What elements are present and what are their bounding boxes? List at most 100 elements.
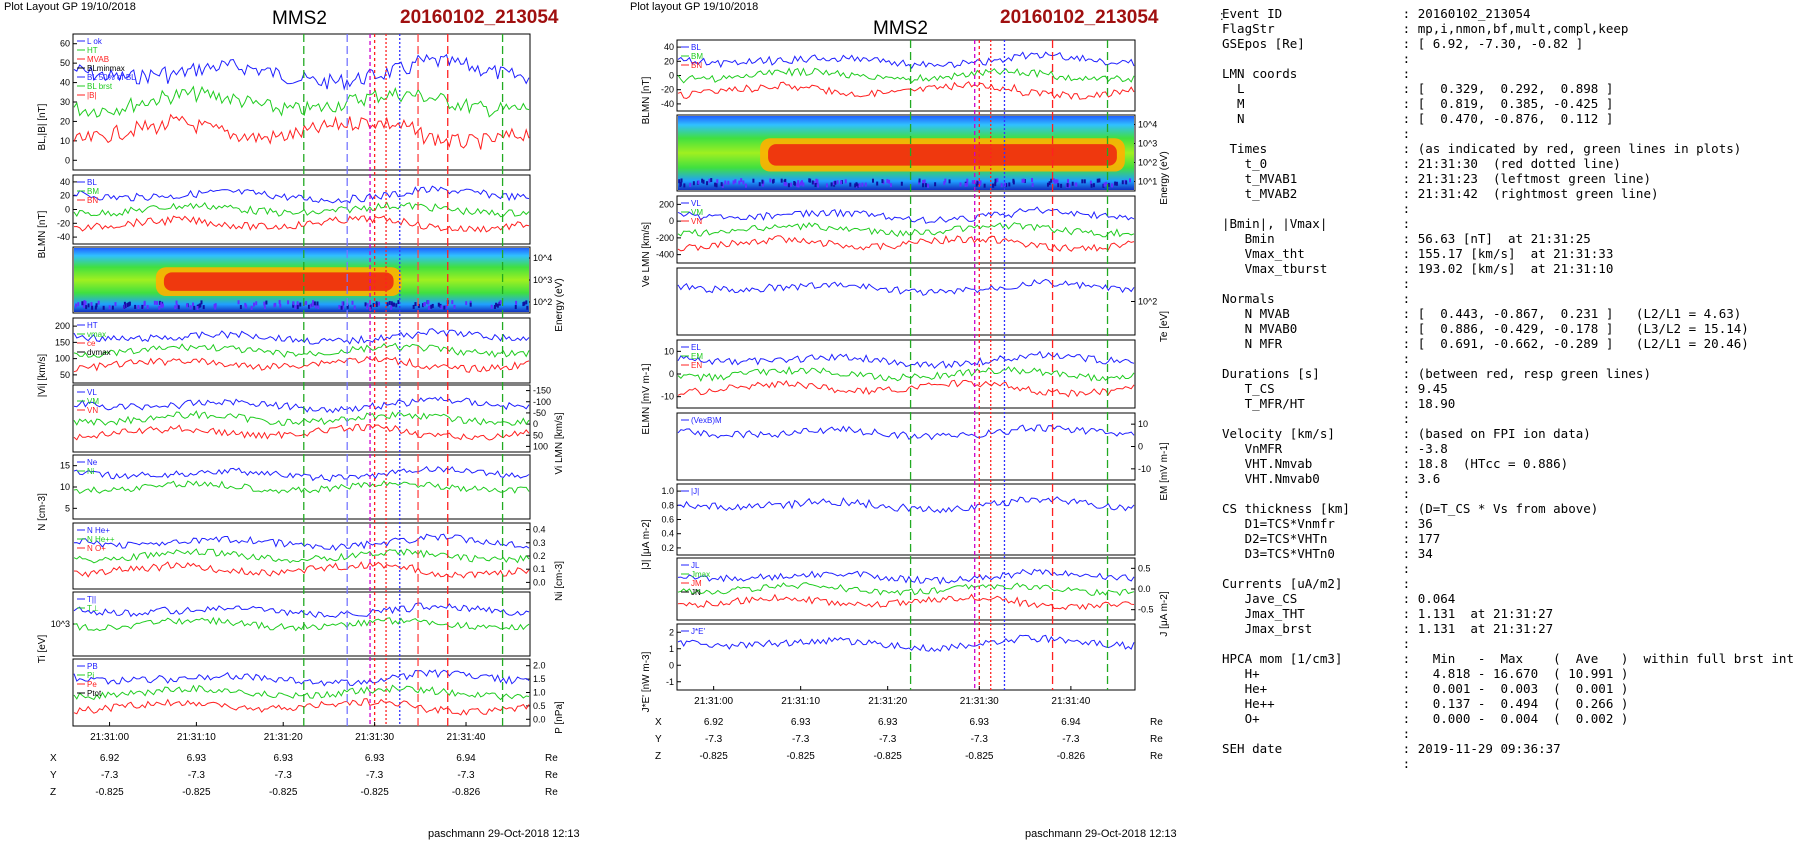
spectrogram-speckle xyxy=(469,302,472,307)
legend-label: Jmax xyxy=(691,570,710,579)
spectrogram-speckle xyxy=(445,304,448,309)
spectrogram-speckle xyxy=(780,178,783,183)
info-row: T_MFR/HT : 18.90 xyxy=(1222,396,1802,411)
spectrogram-speckle xyxy=(340,305,343,310)
info-value: [ 0.443, -0.867, 0.231 ] (L2/L1 = 4.63) xyxy=(1417,306,1742,321)
info-key: D2=TCS*VHTn xyxy=(1222,531,1403,546)
info-row: He+ : 0.001 - 0.003 ( 0.001 ) xyxy=(1222,681,1802,696)
spectrogram-speckle xyxy=(1103,182,1106,187)
info-key: H+ xyxy=(1222,666,1403,681)
x-tick-label: 21:31:00 xyxy=(90,732,129,743)
info-value: 1.131 at 21:31:27 xyxy=(1417,621,1554,636)
info-key xyxy=(1222,201,1403,216)
info-row: t_0 : 21:31:30 (red dotted line) xyxy=(1222,156,1802,171)
center-event-title: 20160102_213054 xyxy=(1000,7,1159,28)
panel-frame xyxy=(72,522,531,590)
info-colon: : xyxy=(1402,261,1418,276)
spectrogram-speckle xyxy=(706,181,709,186)
y-axis-label: BLMN [nT] xyxy=(37,210,48,258)
info-row: H+ : 4.818 - 16.670 ( 10.991 ) xyxy=(1222,666,1802,681)
legend-label: VL xyxy=(691,199,701,208)
y-tick-label: 0.4 xyxy=(533,525,546,535)
info-row: FlagStr : mp,i,nmon,bf,mult,compl,keep xyxy=(1222,21,1802,36)
legend-label: Pi xyxy=(87,671,94,680)
info-row: : xyxy=(1222,486,1802,501)
spectrogram-speckle xyxy=(316,301,319,306)
series-line xyxy=(73,684,530,701)
legend-label: VL xyxy=(87,388,97,397)
legend-label: Ne xyxy=(87,458,98,467)
spectrogram-speckle xyxy=(395,303,398,308)
spectrogram-speckle xyxy=(1083,179,1086,184)
series-line xyxy=(73,561,530,579)
info-key: N MVAB xyxy=(1222,306,1403,321)
info-key: GSEpos [Re] xyxy=(1222,36,1403,51)
spectrogram-speckle xyxy=(832,181,835,186)
spectrogram-speckle xyxy=(366,305,369,310)
spectrogram-speckle xyxy=(176,304,179,309)
info-colon: : xyxy=(1402,711,1418,726)
spectrogram-speckle xyxy=(314,304,317,309)
spectrogram-speckle xyxy=(871,178,874,183)
info-colon: : xyxy=(1402,426,1418,441)
spectrogram-speckle xyxy=(924,183,927,188)
position-value: -0.826 xyxy=(1057,751,1086,762)
info-value: 20160102_213054 xyxy=(1417,6,1531,21)
info-colon: : xyxy=(1402,666,1418,681)
series-line xyxy=(677,366,1135,382)
y-tick-label: 0 xyxy=(1138,442,1143,452)
position-value: -0.825 xyxy=(965,751,994,762)
spectrogram-speckle xyxy=(1115,181,1118,186)
spectrogram-speckle xyxy=(453,304,456,309)
info-key: |Bmin|, |Vmax| xyxy=(1222,216,1403,231)
position-value: -7.3 xyxy=(366,770,384,781)
info-row: t_MVAB2 : 21:31:42 (rightmost green line… xyxy=(1222,186,1802,201)
series-line xyxy=(677,568,1135,585)
y-tick-label: 10^3 xyxy=(51,619,70,629)
y-tick-label: 10^2 xyxy=(1138,158,1157,168)
series-line xyxy=(677,424,1135,441)
spectrogram-speckle xyxy=(265,300,268,305)
series-line xyxy=(73,533,530,551)
position-value: -7.3 xyxy=(1062,734,1080,745)
spectrogram-speckle xyxy=(1008,182,1011,187)
spectrogram-speckle xyxy=(193,305,196,310)
spectrogram-speckle xyxy=(493,304,496,309)
info-colon: : xyxy=(1402,66,1418,81)
spectrogram-speckle xyxy=(160,304,163,309)
position-row-label: Z xyxy=(655,751,661,762)
y-tick-label: 2.0 xyxy=(533,661,546,671)
info-row: Normals : xyxy=(1222,291,1802,306)
spectrogram-speckle xyxy=(431,303,434,308)
spectrogram-speckle xyxy=(714,182,717,187)
spectrogram-speckle xyxy=(1114,181,1117,186)
y-tick-label: 0.2 xyxy=(661,543,674,553)
y-tick-label: 0.5 xyxy=(533,701,546,711)
info-row: Bmin : 56.63 [nT] at 21:31:25 xyxy=(1222,231,1802,246)
position-value: -7.3 xyxy=(188,770,206,781)
info-key: Times xyxy=(1222,141,1403,156)
spectrogram-speckle xyxy=(199,303,202,308)
spectrogram-speckle xyxy=(81,301,84,306)
y-tick-label: 10^2 xyxy=(533,297,552,307)
position-value: 6.93 xyxy=(791,717,811,728)
info-value: [ 0.886, -0.429, -0.178 ] (L3/L2 = 15.14… xyxy=(1417,321,1749,336)
info-row: VnMFR : -3.8 xyxy=(1222,441,1802,456)
legend-label: BL xyxy=(691,43,701,52)
left-event-title: 20160102_213054 xyxy=(400,7,559,28)
spectrogram-speckle xyxy=(825,183,828,188)
info-colon: : xyxy=(1402,441,1418,456)
legend-label: VN xyxy=(87,406,98,415)
spectrogram-speckle xyxy=(815,178,818,183)
info-colon: : xyxy=(1402,366,1418,381)
spectrogram-speckle xyxy=(740,178,743,183)
spectrogram-speckle xyxy=(526,305,529,310)
info-row: O+ : 0.000 - 0.004 ( 0.002 ) xyxy=(1222,711,1802,726)
info-row: Event ID : 20160102_213054 xyxy=(1222,6,1802,21)
y-tick-label: 200 xyxy=(659,199,674,209)
panel-7: 0.2 0.4 0.6 0.8 1.0 |J| [μA m-2] |J| xyxy=(641,483,1136,570)
info-value: 21:31:23 (leftmost green line) xyxy=(1417,171,1651,186)
